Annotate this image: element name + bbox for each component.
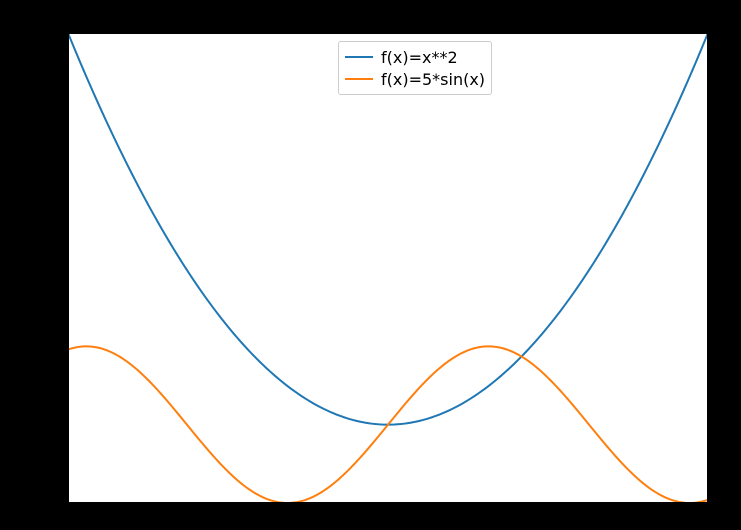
legend-swatch-0 <box>345 56 373 58</box>
legend-swatch-1 <box>345 78 373 80</box>
legend: f(x)=x**2 f(x)=5*sin(x) <box>338 41 492 95</box>
figure: f(x)=x**2 f(x)=5*sin(x) <box>0 0 741 530</box>
plot-axes: f(x)=x**2 f(x)=5*sin(x) <box>68 33 708 503</box>
legend-item-0: f(x)=x**2 <box>345 46 485 68</box>
plot-svg <box>68 33 708 503</box>
series-sine <box>68 346 708 503</box>
legend-label-0: f(x)=x**2 <box>381 48 458 67</box>
legend-label-1: f(x)=5*sin(x) <box>381 70 485 89</box>
legend-item-1: f(x)=5*sin(x) <box>345 68 485 90</box>
axes-spine <box>69 34 708 503</box>
